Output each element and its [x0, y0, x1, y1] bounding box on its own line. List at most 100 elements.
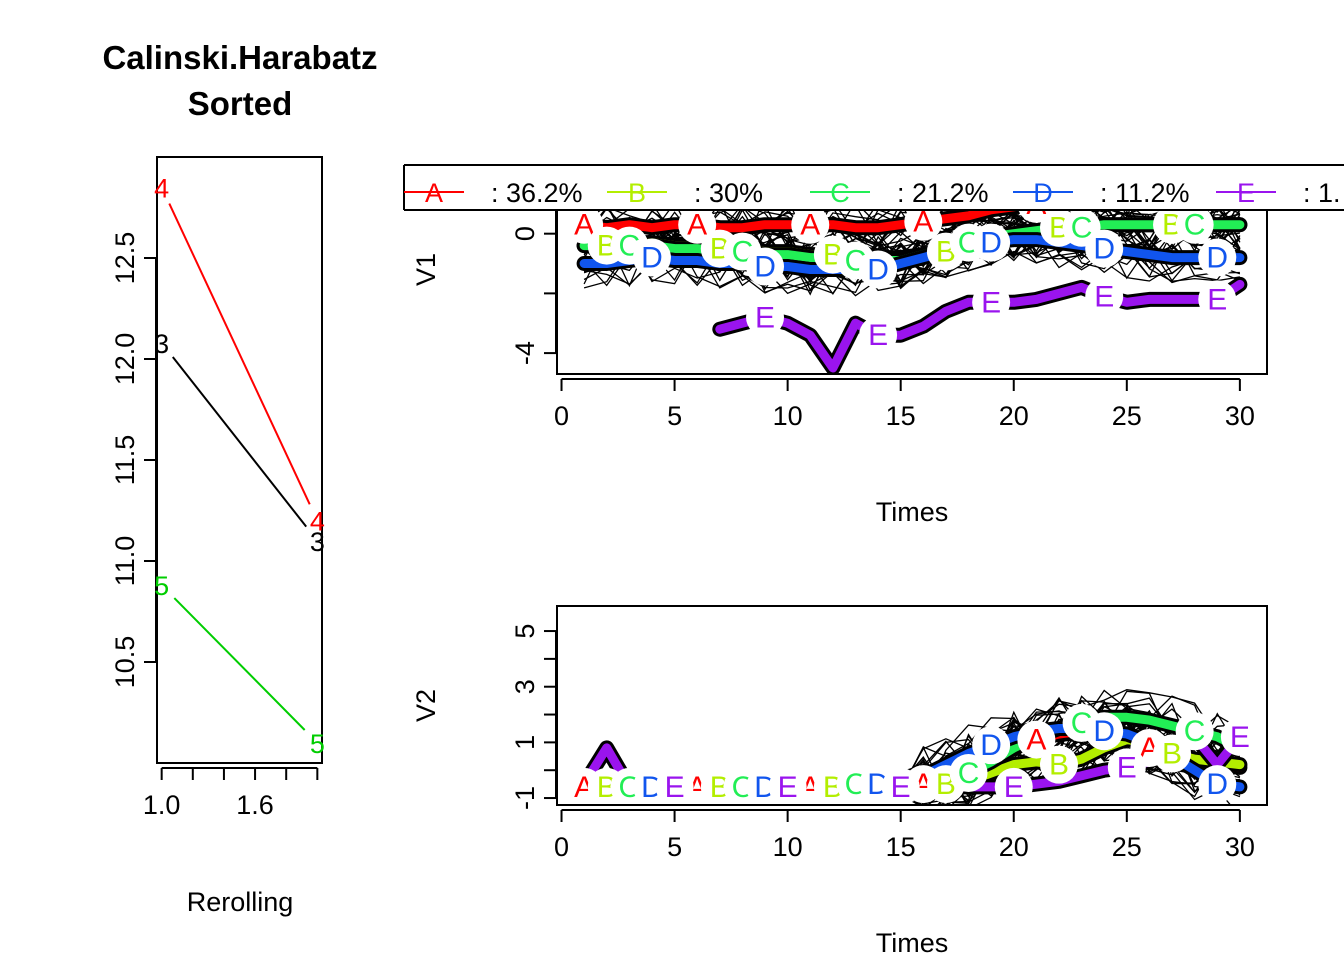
cluster-marker-E: E: [1117, 751, 1137, 784]
cluster-marker-bg: [972, 283, 1011, 322]
x-tick-label: 0: [554, 832, 569, 862]
cluster-marker-E: E: [665, 771, 685, 804]
cluster-marker-bg: [1198, 280, 1237, 319]
x-tick-label: 15: [886, 832, 916, 862]
calinski-panel: Calinski.Harabatz Sorted 1.0 1.6 10.5 11.0 11.…: [102, 39, 377, 917]
cluster-marker-bg: [1085, 712, 1124, 751]
individual-trajectory: [583, 213, 1241, 292]
cluster-marker-bg: [859, 316, 898, 355]
legend-text-C: : 21.2%: [897, 178, 989, 208]
legend-key-D: D: [1033, 178, 1053, 208]
cluster-marker-bg: [1198, 238, 1237, 277]
legend-text-A: : 36.2%: [491, 178, 583, 208]
cluster-marker-A: A: [800, 771, 820, 804]
y-tick-label: 0: [510, 226, 540, 241]
cluster-marker-bg: [1175, 205, 1214, 244]
cluster-marker-D: D: [980, 729, 1002, 762]
cluster-marker-A: A: [1026, 724, 1046, 757]
x-axis-label: Times: [876, 928, 949, 958]
legend-text-B: : 30%: [694, 178, 763, 208]
cluster-marker-bg: [678, 205, 717, 244]
y-tick-label: 12.5: [110, 232, 140, 285]
x-tick-label: 1.0: [143, 790, 181, 820]
cluster-marker-A: A: [687, 209, 707, 242]
cluster-marker-D: D: [641, 242, 663, 275]
cluster-marker-B: B: [1162, 209, 1182, 242]
cluster-marker-bg: [881, 767, 920, 806]
cluster-marker-E: E: [1004, 771, 1024, 804]
legend: A: 36.2% B: 30% C: 21.2% D: 11.2% E: 1.: [403, 164, 1344, 211]
cluster-marker-A: A: [913, 206, 933, 239]
cluster-marker-bg: [904, 202, 943, 241]
cluster-marker-bg: [949, 753, 988, 792]
cluster-line-D: [579, 235, 1245, 274]
x-tick-label: 15: [886, 401, 916, 431]
cluster-marker-C: C: [958, 757, 980, 790]
cluster-marker-bg: [1085, 229, 1124, 268]
cluster-marker-C: C: [1184, 715, 1206, 748]
x-axis-label: Times: [876, 497, 949, 527]
cluster-marker-bg: [768, 767, 807, 806]
y-tick-label: 3: [510, 679, 540, 694]
series-line-5: [173, 597, 306, 731]
cluster-marker-bg: [1220, 717, 1259, 756]
x-tick-label: 10: [773, 832, 803, 862]
y-tick-label: 12.0: [110, 333, 140, 386]
cluster-marker-bg: [859, 250, 898, 289]
legend-text-D: : 11.2%: [1100, 178, 1190, 208]
cluster-marker-D: D: [980, 227, 1002, 260]
legend-key-E: E: [1237, 178, 1255, 208]
plot-box: [156, 156, 323, 764]
cluster-marker-E: E: [778, 771, 798, 804]
cluster-marker-bg: [1107, 748, 1146, 787]
legend-text-E: : 1.: [1303, 178, 1341, 208]
cluster-marker-B: B: [1162, 738, 1182, 771]
cluster-marker-A: A: [574, 771, 594, 804]
y-tick-label: 1: [510, 735, 540, 750]
point-label-4: 4: [154, 173, 169, 203]
cluster-marker-bg: [655, 767, 694, 806]
x-tick-label: 20: [999, 401, 1029, 431]
cluster-marker-B: B: [1049, 212, 1069, 245]
cluster-marker-B: B: [597, 771, 617, 804]
point-label-5: 5: [310, 729, 325, 759]
cluster-marker-E: E: [1207, 283, 1227, 316]
cluster-marker-bg: [1175, 712, 1214, 751]
x-tick-label: 10: [773, 401, 803, 431]
cluster-marker-bg: [632, 238, 671, 277]
series-line-4: [168, 203, 311, 505]
v1-panel: TimesV1AAAAAABBBBBBCCCCCCDDDDDDEEEEE0510…: [411, 164, 1268, 527]
y-tick-label: -4: [510, 341, 540, 365]
legend-key-C: C: [830, 178, 850, 208]
x-tick-label: 5: [667, 832, 682, 862]
x-tick-label: 25: [1112, 832, 1142, 862]
cluster-marker-E: E: [868, 319, 888, 352]
cluster-marker-E: E: [1094, 280, 1114, 313]
cluster-marker-A: A: [574, 209, 594, 242]
cluster-marker-A: A: [800, 209, 820, 242]
point-label-4: 4: [310, 507, 325, 537]
plot-box: [556, 605, 1268, 806]
x-tick-label: 5: [667, 401, 682, 431]
point-label-3: 3: [310, 527, 325, 557]
y-tick-label: 10.5: [110, 636, 140, 689]
cluster-marker-bg: [746, 298, 785, 337]
cluster-marker-bg: [994, 767, 1033, 806]
cluster-marker-A: A: [687, 771, 707, 804]
legend-key-A: A: [425, 178, 443, 208]
cluster-marker-E: E: [1230, 721, 1250, 754]
chart-subtitle: Sorted: [188, 85, 293, 122]
chart-title: Calinski.Harabatz: [102, 39, 377, 76]
cluster-marker-bg: [1198, 765, 1237, 804]
x-tick-label: 30: [1225, 401, 1255, 431]
cluster-marker-D: D: [1206, 242, 1228, 275]
x-tick-label: 1.6: [236, 790, 274, 820]
cluster-marker-E: E: [755, 301, 775, 334]
y-tick-label: 11.0: [110, 536, 140, 587]
cluster-marker-D: D: [1206, 768, 1228, 801]
cluster-marker-bg: [1017, 720, 1056, 759]
cluster-marker-C: C: [1071, 212, 1093, 245]
series-line-3: [172, 356, 307, 528]
cluster-marker-bg: [972, 223, 1011, 262]
